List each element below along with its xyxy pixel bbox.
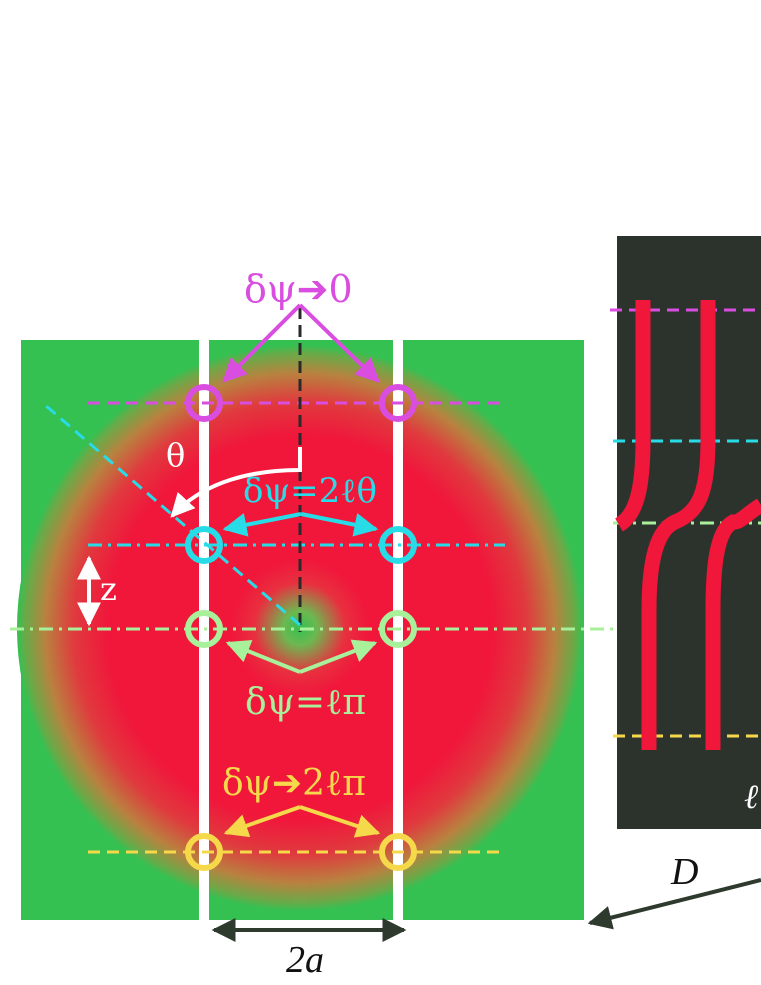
fringe-3 [705,498,761,750]
theta-label: θ [166,436,185,474]
yellow-left-circle [185,833,223,871]
magenta-arrow-left [222,303,302,383]
magenta-phase-label: δψ➔0 [244,267,353,311]
fringe-2 [641,300,716,750]
slit-separation-label: 2a [286,939,324,981]
theta-arc-arrow [170,447,302,518]
fringe-1 [614,300,651,532]
cyan-right-circle [379,526,417,564]
magenta-arrow-right [298,303,380,383]
green-right-circle [379,610,417,648]
distance-arrow [587,878,761,930]
green-left-circle [185,610,223,648]
cyan-arrow-left [222,512,302,537]
cyan-phase-label: δψ=2ℓθ [243,471,377,511]
green-arrow-left [225,639,301,674]
green-arrow-right [299,639,378,674]
magenta-right-circle [379,384,417,422]
magenta-left-circle [185,384,223,422]
z-label: z [100,570,117,608]
cyan-arrow-right [300,512,379,537]
yellow-phase-label: δψ➔2ℓπ [222,763,366,804]
distance-label: D [670,851,698,893]
yellow-arrow-left [223,805,301,838]
screen-ell-label: ℓ [744,779,758,816]
green-phase-label: δψ=ℓπ [245,682,366,723]
yellow-right-circle [379,833,417,871]
yellow-arrow-right [299,805,381,838]
cyan-left-circle [185,526,223,564]
